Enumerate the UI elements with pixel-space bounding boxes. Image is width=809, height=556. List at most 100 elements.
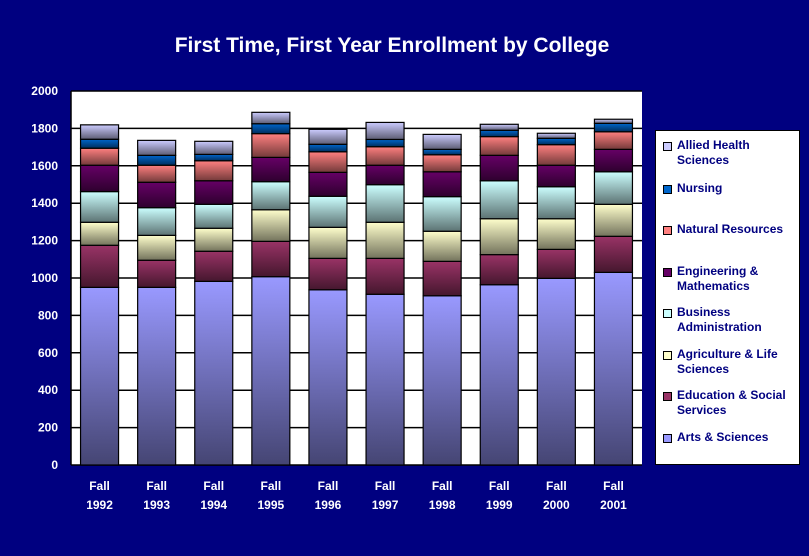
bar-segment xyxy=(365,146,405,166)
bar-segment xyxy=(536,277,576,466)
bar-segment xyxy=(479,284,519,466)
x-tick-label: 1997 xyxy=(372,498,399,512)
x-tick-label: 1995 xyxy=(257,498,284,512)
x-tick-label: 1999 xyxy=(486,498,513,512)
bar-segment xyxy=(137,164,177,183)
bar-segment xyxy=(422,295,462,466)
bar-segment xyxy=(365,221,405,259)
bar-segment xyxy=(479,218,519,256)
y-tick-label: 1000 xyxy=(31,271,58,285)
y-tick-label: 1400 xyxy=(31,196,58,210)
y-tick-label: 2000 xyxy=(31,84,58,98)
bar-segment xyxy=(251,240,291,278)
bar-segment xyxy=(137,234,177,261)
bar-segment xyxy=(593,131,634,150)
x-tick-label: Fall xyxy=(489,479,510,493)
legend-swatch xyxy=(663,392,672,401)
y-tick-label: 600 xyxy=(38,346,58,360)
bar-segment xyxy=(422,171,462,198)
x-tick-label: 1996 xyxy=(315,498,342,512)
bar-segment xyxy=(422,196,462,232)
bar-segment xyxy=(308,128,348,145)
legend-label: Business Administration xyxy=(677,305,762,334)
bar-segment xyxy=(422,148,462,156)
legend-swatch xyxy=(663,268,672,277)
bar-segment xyxy=(251,156,291,183)
bar-segment xyxy=(137,139,177,156)
bar-segment xyxy=(593,148,634,173)
legend-label: Engineering & Mathematics xyxy=(677,264,759,293)
x-tick-label: Fall xyxy=(546,479,567,493)
bar-segment xyxy=(251,123,291,135)
x-tick-label: 1994 xyxy=(200,498,227,512)
bar-segment xyxy=(593,203,634,237)
legend-swatch xyxy=(663,185,672,194)
bar-segment xyxy=(536,132,576,139)
bar-segment xyxy=(308,226,348,259)
bar-segment xyxy=(251,181,291,211)
y-tick-label: 800 xyxy=(38,308,58,322)
legend-item: Natural Resources xyxy=(663,222,797,237)
bar-segment xyxy=(422,154,462,173)
bar-segment xyxy=(479,123,519,131)
bar-segment xyxy=(479,180,519,220)
legend-label: Allied Health Sciences xyxy=(677,138,750,167)
bar-segment xyxy=(479,154,519,182)
y-tick-label: 0 xyxy=(51,458,58,472)
bar-segment xyxy=(536,144,576,166)
bar-segment xyxy=(251,276,291,466)
bar-segment xyxy=(536,248,576,279)
bar-segment xyxy=(365,184,405,223)
x-tick-label: Fall xyxy=(432,479,453,493)
bar-segment xyxy=(137,259,177,288)
y-tick-label: 1200 xyxy=(31,234,58,248)
bar-segment xyxy=(79,221,120,246)
bar-segment xyxy=(137,207,177,236)
bar-segment xyxy=(593,235,634,273)
legend-label: Education & Social Services xyxy=(677,388,786,417)
bar-segment xyxy=(79,124,120,140)
y-tick-label: 400 xyxy=(38,383,58,397)
legend-item: Agriculture & Life Sciences xyxy=(663,347,797,377)
bar-segment xyxy=(308,289,348,466)
y-tick-label: 1600 xyxy=(31,159,58,173)
bar-segment xyxy=(308,195,348,228)
bar-segment xyxy=(593,118,634,124)
y-tick-label: 200 xyxy=(38,421,58,435)
legend-swatch xyxy=(663,142,672,151)
bar-segment xyxy=(308,143,348,153)
chart-title: First Time, First Year Enrollment by Col… xyxy=(174,34,610,57)
bar-segment xyxy=(536,218,576,250)
bar-segment xyxy=(593,122,634,133)
bar-segment xyxy=(593,271,634,466)
bar-segment xyxy=(365,293,405,466)
bar-segment xyxy=(365,164,405,186)
bar-segment xyxy=(308,171,348,197)
bar-segment xyxy=(137,181,177,209)
legend-item: Business Administration xyxy=(663,305,797,335)
legend-swatch xyxy=(663,309,672,318)
bar-segment xyxy=(365,138,405,148)
bar-segment xyxy=(365,121,405,141)
x-tick-label: Fall xyxy=(203,479,224,493)
bar-segment xyxy=(79,164,120,193)
bar-segment xyxy=(593,171,634,205)
bar-segment xyxy=(251,111,291,125)
legend-item: Allied Health Sciences xyxy=(663,138,797,168)
bar-segment xyxy=(194,203,234,229)
bar-segment xyxy=(536,137,576,146)
bar-segment xyxy=(79,147,120,166)
legend: Allied Health Sciences Nursing Natural Res… xyxy=(655,130,800,465)
x-tick-label: 1992 xyxy=(86,498,113,512)
bar-segment xyxy=(422,260,462,297)
x-tick-label: Fall xyxy=(261,479,282,493)
x-tick-label: 2000 xyxy=(543,498,570,512)
legend-swatch xyxy=(663,351,672,360)
bar-segment xyxy=(194,180,234,205)
bar-segment xyxy=(479,129,519,138)
legend-label: Nursing xyxy=(677,181,723,195)
legend-label: Agriculture & Life Sciences xyxy=(677,347,778,376)
bar-segment xyxy=(479,254,519,286)
bar-segment xyxy=(137,154,177,166)
